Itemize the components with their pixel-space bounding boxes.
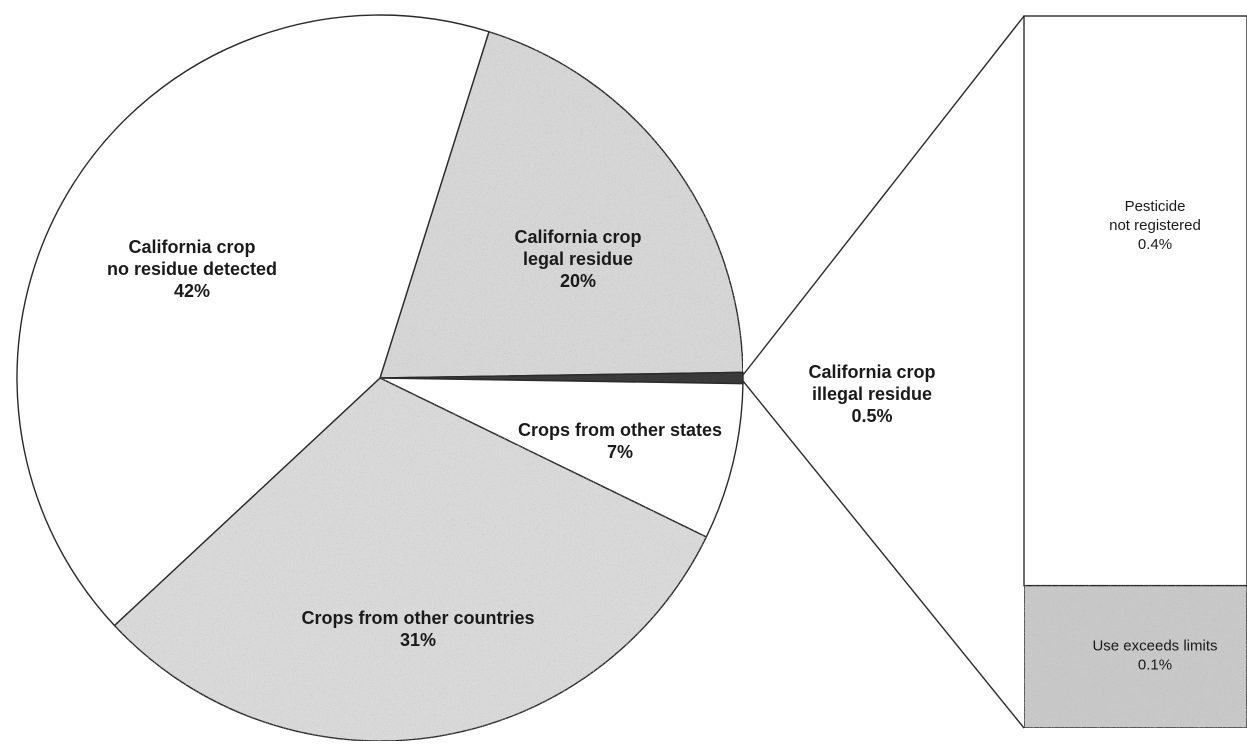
pie-label-california-crop-illegal-residue: California crop illegal residue 0.5% <box>808 362 935 426</box>
bar-segment-use-exceeds-limits <box>1023 584 1247 729</box>
pie-label-california-crop-legal-residue: California crop legal residue 20% <box>514 227 641 291</box>
bar-segment-pesticide-not-registered <box>1023 15 1247 587</box>
bar-label-pesticide-not-registered: Pesticide not registered 0.4% <box>1109 198 1201 253</box>
pie-group <box>16 14 744 742</box>
label-group: California crop legal residue 20% Californi… <box>107 198 1218 674</box>
pie-slice-crops-from-other-countries <box>113 377 708 742</box>
connector-line-top <box>742 15 1025 376</box>
stacked-bar-group <box>1023 15 1247 729</box>
pie-slice-crops-from-other-states <box>379 377 744 538</box>
pie-label-california-crop-no-residue-detected: California crop no residue detected 42% <box>107 237 277 301</box>
pie-slice-california-crop-legal-residue <box>379 30 744 379</box>
connector-line-bottom <box>742 380 1025 729</box>
connector-lines <box>742 15 1025 729</box>
pie-label-crops-from-other-states: Crops from other states 7% <box>518 420 722 462</box>
pie-slice-california-crop-no-residue-detected <box>16 14 490 627</box>
pie-label-crops-from-other-countries: Crops from other countries 31% <box>301 608 534 650</box>
bar-label-use-exceeds-limits: Use exceeds limits 0.1% <box>1092 638 1217 674</box>
